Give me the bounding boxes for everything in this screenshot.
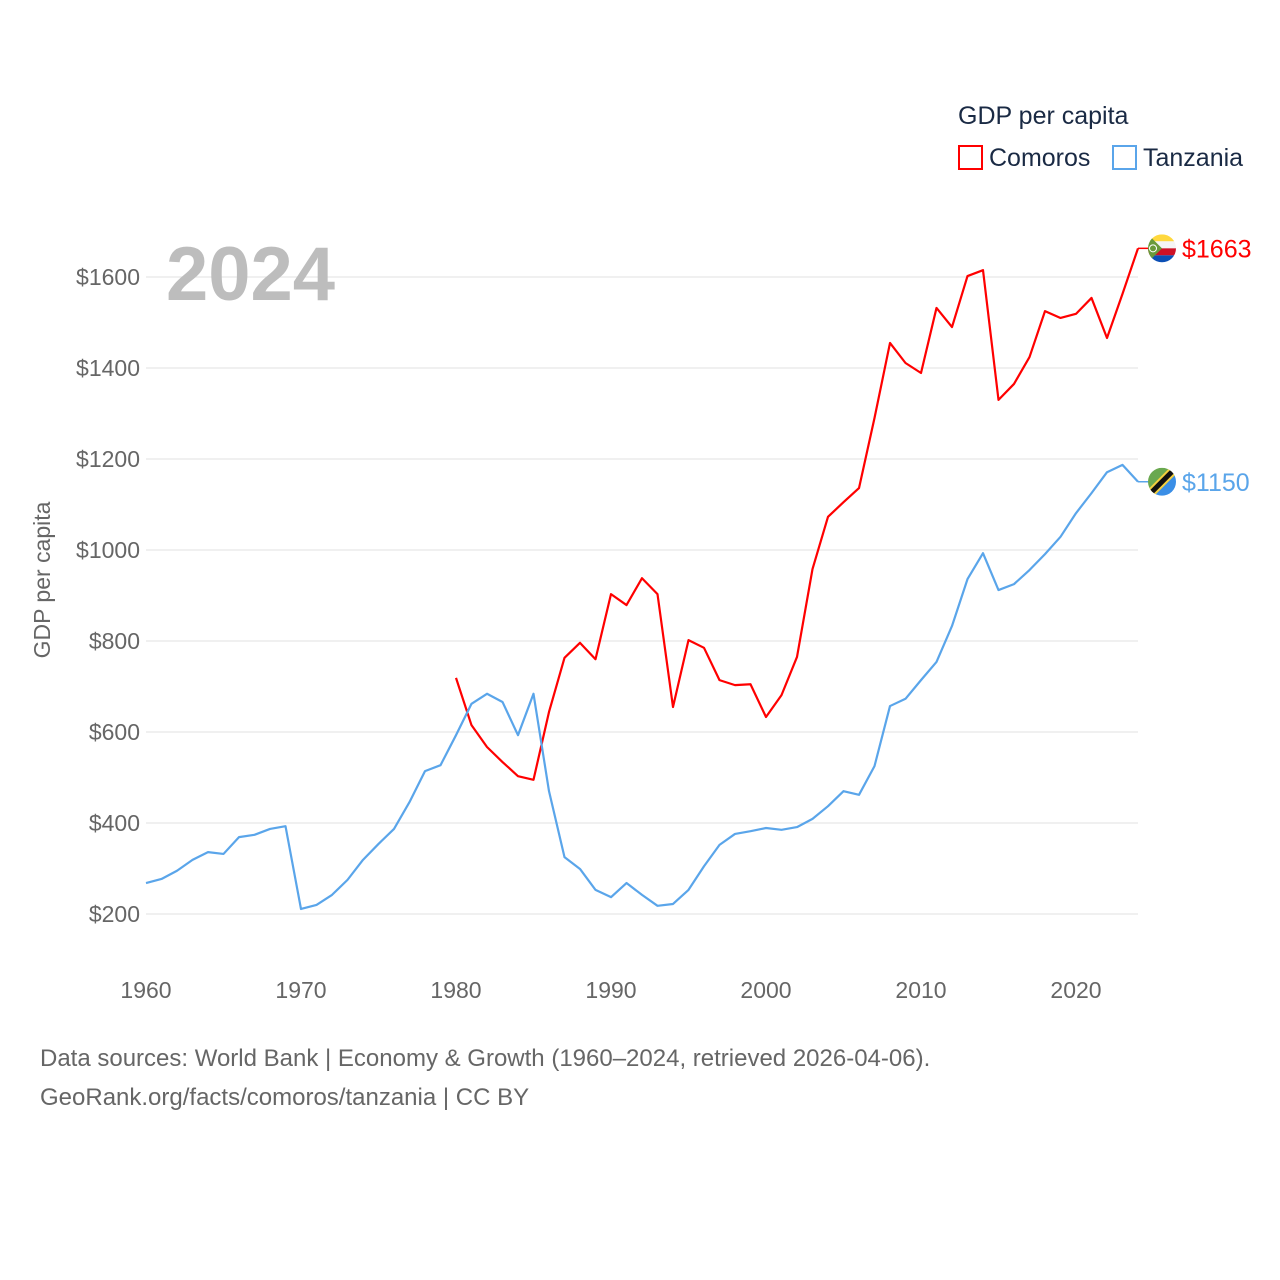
y-tick-label: $1000 — [76, 537, 140, 563]
tanzania-flag-icon — [1148, 467, 1176, 496]
legend-title: GDP per capita — [958, 102, 1129, 130]
legend-label[interactable]: Tanzania — [1143, 144, 1243, 172]
legend-swatch[interactable] — [1112, 145, 1137, 170]
y-tick-label: $1600 — [76, 264, 140, 290]
x-tick-label: 1970 — [275, 977, 326, 1003]
year-watermark: 2024 — [166, 232, 335, 317]
comoros-flag-icon — [1148, 234, 1176, 263]
x-tick-label: 2020 — [1050, 977, 1101, 1003]
y-tick-label: $1400 — [76, 355, 140, 381]
footer-sources: Data sources: World Bank | Economy & Gro… — [40, 1045, 931, 1072]
end-value-label: $1663 — [1182, 235, 1252, 263]
y-tick-label: $1200 — [76, 446, 140, 472]
x-tick-label: 2000 — [740, 977, 791, 1003]
y-tick-label: $600 — [89, 719, 140, 745]
x-tick-label: 2010 — [895, 977, 946, 1003]
x-tick-label: 1990 — [585, 977, 636, 1003]
legend-label[interactable]: Comoros — [989, 144, 1090, 172]
footer-attribution[interactable]: GeoRank.org/facts/comoros/tanzania | CC … — [40, 1084, 530, 1111]
y-tick-label: $800 — [89, 628, 140, 654]
end-value-label: $1150 — [1182, 469, 1250, 497]
series-line-comoros — [454, 247, 1140, 781]
x-tick-label: 1960 — [120, 977, 171, 1003]
series-line-tanzania — [145, 463, 1139, 911]
y-axis-label: GDP per capita — [29, 501, 55, 658]
y-tick-label: $200 — [89, 901, 140, 927]
x-tick-label: 1980 — [430, 977, 481, 1003]
y-tick-label: $400 — [89, 810, 140, 836]
legend-swatch[interactable] — [958, 145, 983, 170]
